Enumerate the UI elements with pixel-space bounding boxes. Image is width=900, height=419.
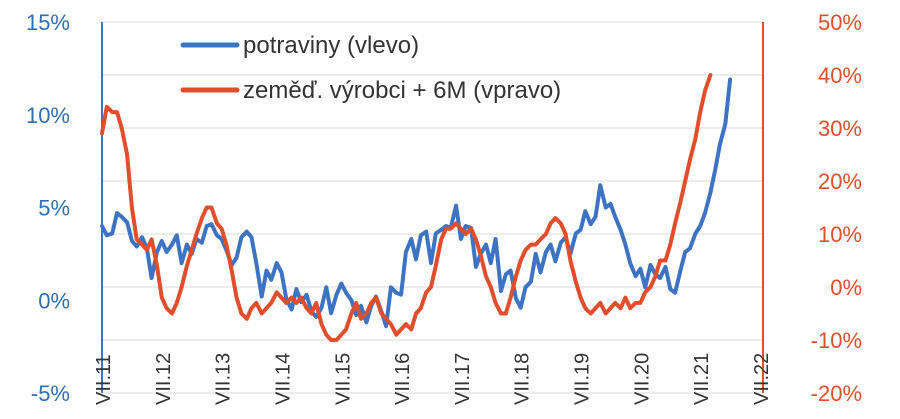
x-tick-label: VII.16 — [392, 353, 414, 405]
right-tick-label: 30% — [818, 116, 862, 141]
right-tick-label: 50% — [818, 10, 862, 35]
right-tick-label: 40% — [818, 63, 862, 88]
right-tick-label: 10% — [818, 222, 862, 247]
axis-layer: -5% 0% 5% 10% 15% -20% -10% 0% 10% 20% 30% 40% 50% VI… — [26, 10, 862, 406]
legend: potraviny (vlevo) zeměď. výrobci + 6M (v… — [180, 32, 561, 104]
legend-label-zemedelci: zeměď. výrobci + 6M (vpravo) — [243, 77, 561, 104]
left-tick-label: -5% — [31, 381, 70, 406]
legend-label-potraviny: potraviny (vlevo) — [243, 32, 419, 59]
x-tick-label: VII.15 — [332, 353, 354, 405]
right-tick-label: -10% — [811, 328, 862, 353]
x-tick-label: VII.12 — [153, 353, 175, 405]
left-tick-label: 15% — [26, 10, 70, 35]
right-tick-label: -20% — [811, 381, 862, 406]
x-tick-label: VII.17 — [452, 353, 474, 405]
series-line-zemedelci — [100, 73, 713, 342]
x-tick-label: VII.19 — [572, 353, 594, 405]
x-tick-label: VII.18 — [512, 353, 534, 405]
left-tick-label: 5% — [38, 196, 70, 221]
left-tick-label: 0% — [38, 288, 70, 313]
left-tick-label: 10% — [26, 103, 70, 128]
x-tick-label: VII.13 — [213, 353, 235, 405]
right-tick-label: 0% — [830, 275, 862, 300]
series-line-potraviny — [100, 77, 733, 329]
series-layer — [100, 73, 733, 342]
x-tick-label: VII.21 — [691, 353, 713, 405]
x-tick-label: VII.11 — [93, 354, 115, 405]
x-tick-label: VII.22 — [751, 353, 773, 405]
x-tick-label: VII.20 — [631, 353, 653, 405]
right-tick-label: 20% — [818, 169, 862, 194]
x-tick-label: VII.14 — [272, 353, 294, 405]
